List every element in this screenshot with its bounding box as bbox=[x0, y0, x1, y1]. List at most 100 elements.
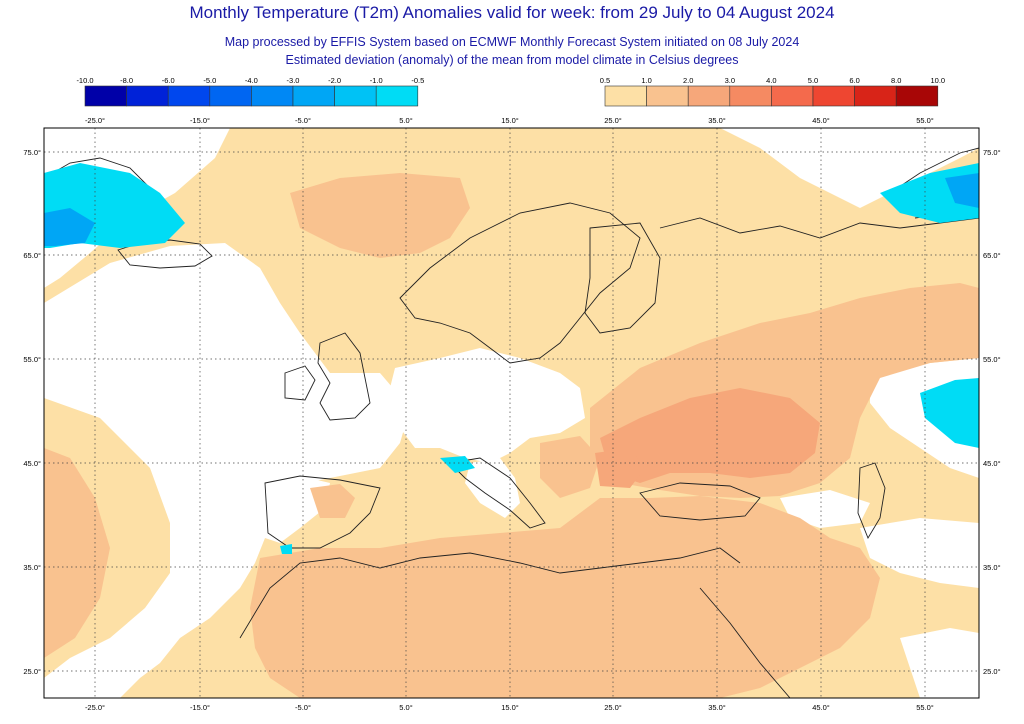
legend-negative-swatch bbox=[84, 85, 127, 107]
legend-negative-scale: -10.0 -8.0 -6.0 -5.0 -4.0 -3.0 -2.0 -1.0 -0.5 bbox=[76, 76, 424, 107]
longitude-label: 35.0° bbox=[708, 118, 726, 125]
legend-negative-swatch bbox=[375, 85, 419, 107]
no-anomaly-italy bbox=[465, 458, 520, 518]
longitude-label: 25.0° bbox=[604, 703, 622, 712]
warm-anomaly-north-africa bbox=[250, 496, 880, 698]
legend-positive-label: 3.0 bbox=[725, 76, 735, 85]
longitude-label: 25.0° bbox=[604, 118, 622, 125]
longitude-label: 45.0° bbox=[812, 118, 830, 125]
coastline-arctic-russia bbox=[659, 217, 979, 239]
legend-positive-swatch bbox=[812, 85, 855, 107]
latitude-label: 75.0° bbox=[983, 148, 1001, 157]
longitude-label: -25.0° bbox=[85, 118, 105, 125]
latitude-label: 45.0° bbox=[983, 459, 1001, 468]
cold-anomaly-alps bbox=[440, 456, 475, 473]
legend-negative-swatch bbox=[251, 85, 294, 107]
coastline-britain bbox=[317, 332, 371, 421]
legend-negative-label: -6.0 bbox=[162, 76, 175, 85]
legend-positive-swatch bbox=[604, 85, 647, 107]
legend-negative-swatch bbox=[209, 85, 252, 107]
latitude-label: 55.0° bbox=[983, 355, 1001, 364]
cold-anomaly-novaya-zemlya-core bbox=[945, 173, 979, 208]
latitude-label: 65.0° bbox=[23, 251, 41, 260]
longitude-label: 45.0° bbox=[812, 703, 830, 712]
legend-positive-label: 1.0 bbox=[641, 76, 651, 85]
longitude-label: -5.0° bbox=[295, 118, 311, 125]
coastline-italy bbox=[449, 457, 546, 529]
coastline-caspian-sea bbox=[857, 462, 886, 540]
warm-anomaly-romania bbox=[595, 448, 645, 488]
no-anomaly-middle-east bbox=[860, 518, 979, 588]
color-legend: -10.0 -8.0 -6.0 -5.0 -4.0 -3.0 -2.0 -1.0 -0.5 0.… bbox=[76, 76, 945, 107]
latitude-label: 25.0° bbox=[23, 667, 41, 676]
legend-negative-label: -1.0 bbox=[370, 76, 383, 85]
legend-negative-swatch bbox=[167, 85, 211, 107]
legend-positive-label: 5.0 bbox=[808, 76, 818, 85]
legend-negative-label: -0.5 bbox=[411, 76, 424, 85]
no-anomaly-arctic-north bbox=[560, 128, 979, 208]
longitude-label: 15.0° bbox=[501, 118, 519, 125]
longitude-label: 35.0° bbox=[708, 703, 726, 712]
longitude-label: -15.0° bbox=[190, 118, 210, 125]
legend-positive-swatch bbox=[729, 85, 772, 107]
graticule bbox=[44, 128, 979, 698]
no-anomaly-atlantic-west bbox=[44, 243, 410, 698]
legend-negative-swatch bbox=[292, 85, 335, 107]
map-frame bbox=[43, 127, 980, 699]
latitude-label: 45.0° bbox=[23, 459, 41, 468]
warm-anomaly-norwegian-sea bbox=[290, 173, 470, 258]
legend-negative-label: -10.0 bbox=[76, 76, 93, 85]
longitude-label: 55.0° bbox=[916, 703, 934, 712]
warm-anomaly-ukraine-russia bbox=[600, 388, 820, 483]
latitude-label: 25.0° bbox=[983, 667, 1001, 676]
longitude-labels-top: -25.0° -15.0° -5.0° 5.0° 15.0° 25.0° 35.0° 45.0… bbox=[85, 118, 934, 125]
warm-anomaly-spain bbox=[310, 484, 355, 518]
coastline-ireland bbox=[284, 365, 316, 401]
coastline-finland bbox=[584, 222, 661, 334]
legend-negative-label: -3.0 bbox=[287, 76, 300, 85]
legend-positive-label: 10.0 bbox=[930, 76, 945, 85]
latitude-label: 65.0° bbox=[983, 251, 1001, 260]
longitude-label: -25.0° bbox=[85, 703, 105, 712]
cold-anomaly-kazakhstan bbox=[920, 378, 979, 448]
cold-anomaly-greenland-core bbox=[44, 208, 95, 246]
longitude-label: 5.0° bbox=[399, 703, 412, 712]
latitude-label: 55.0° bbox=[23, 355, 41, 364]
legend-positive-label: 0.5 bbox=[600, 76, 610, 85]
legend-positive-swatch bbox=[771, 85, 814, 107]
no-anomaly-caucasus bbox=[780, 490, 870, 528]
warm-anomaly-balkans bbox=[540, 436, 600, 498]
latitude-label: 75.0° bbox=[23, 148, 41, 157]
no-anomaly-central-europe bbox=[385, 348, 585, 463]
legend-positive-label: 6.0 bbox=[849, 76, 859, 85]
cold-anomaly-iberia bbox=[280, 544, 292, 554]
legend-negative-label: -4.0 bbox=[245, 76, 258, 85]
temperature-anomaly-map: -25.0° -15.0° -5.0° 5.0° 15.0° 25.0° 35.0° 45.0… bbox=[23, 118, 1001, 712]
legend-positive-label: 4.0 bbox=[766, 76, 776, 85]
legend-negative-swatch bbox=[126, 85, 169, 107]
legend-positive-label: 2.0 bbox=[683, 76, 693, 85]
coastline-iberia bbox=[264, 475, 381, 549]
longitude-label: 5.0° bbox=[399, 118, 412, 125]
legend-negative-label: -2.0 bbox=[328, 76, 341, 85]
page-title: Monthly Temperature (T2m) Anomalies vali… bbox=[189, 3, 835, 22]
latitude-label: 35.0° bbox=[983, 563, 1001, 572]
map-subtitle-units: Estimated deviation (anomaly) of the mea… bbox=[285, 53, 739, 67]
map-subtitle-system: Map processed by EFFIS System based on E… bbox=[224, 35, 800, 49]
coastline-north-africa bbox=[239, 547, 741, 639]
coastline-red-sea bbox=[699, 587, 791, 698]
longitude-label: -5.0° bbox=[295, 703, 311, 712]
longitude-label: -15.0° bbox=[190, 703, 210, 712]
latitude-labels-right: 75.0° 65.0° 55.0° 45.0° 35.0° 25.0° bbox=[983, 148, 1001, 676]
anomaly-fields bbox=[44, 128, 979, 698]
coastline-scandinavia bbox=[399, 202, 641, 364]
latitude-label: 35.0° bbox=[23, 563, 41, 572]
legend-negative-label: -5.0 bbox=[203, 76, 216, 85]
latitude-labels-left: 75.0° 65.0° 55.0° 45.0° 35.0° 25.0° bbox=[23, 148, 41, 676]
legend-positive-swatch bbox=[895, 85, 939, 107]
legend-positive-label: 8.0 bbox=[891, 76, 901, 85]
legend-positive-scale: 0.5 1.0 2.0 3.0 4.0 5.0 6.0 8.0 10.0 bbox=[600, 76, 945, 107]
legend-positive-swatch bbox=[854, 85, 897, 107]
legend-positive-swatch bbox=[687, 85, 731, 107]
longitude-label: 55.0° bbox=[916, 118, 934, 125]
